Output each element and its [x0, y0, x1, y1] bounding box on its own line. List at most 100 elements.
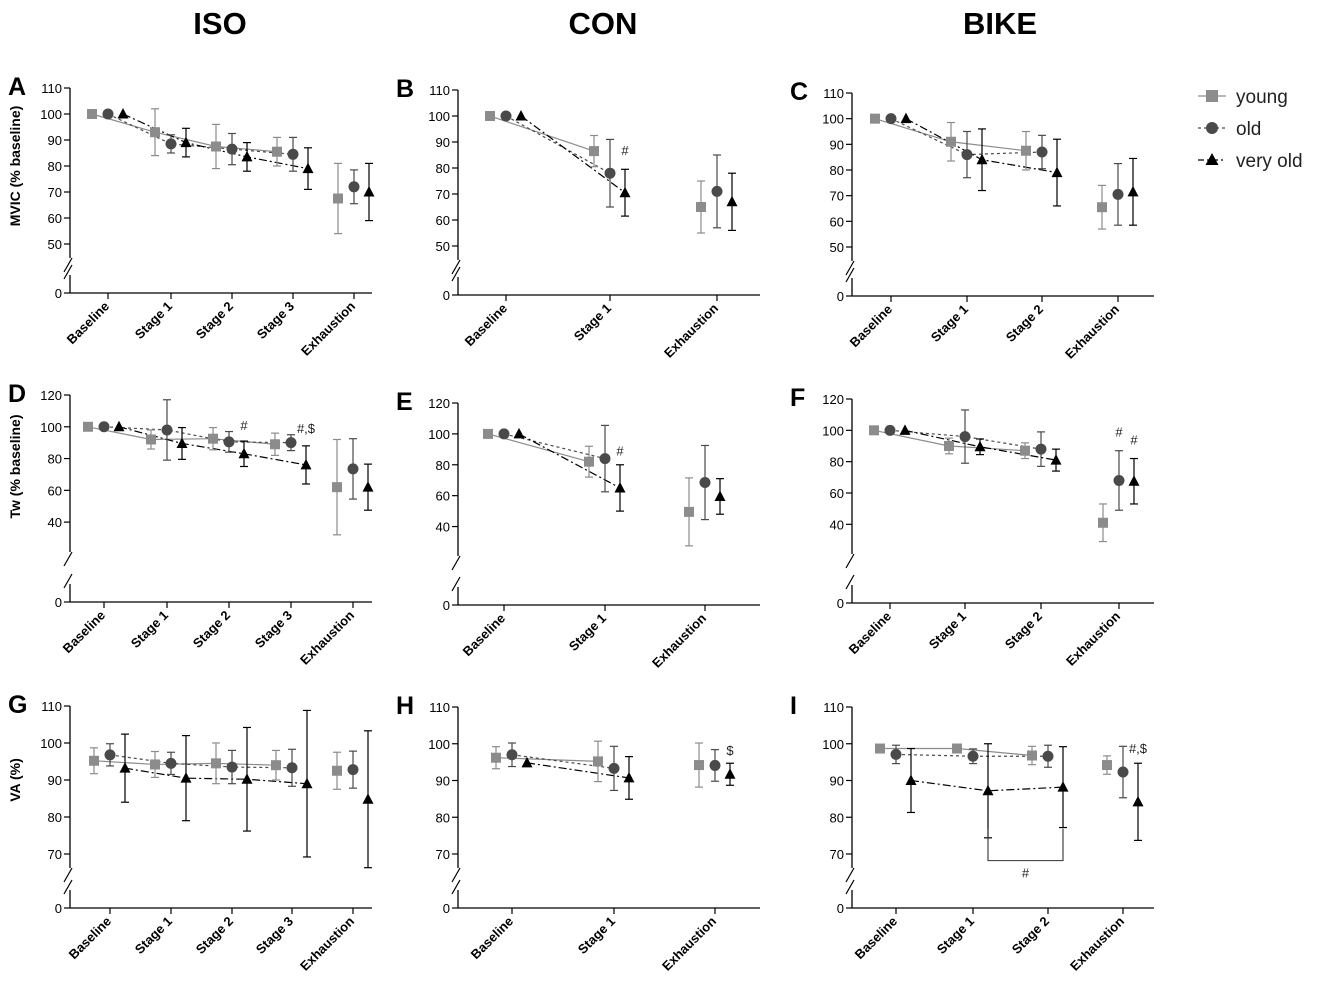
- data-point-very-old: [724, 768, 736, 779]
- y-tick-label: 110: [823, 700, 844, 715]
- data-point-old: [959, 431, 971, 443]
- x-tick-label: Exhaustion: [298, 298, 358, 358]
- y-tick-label: 100: [428, 427, 450, 442]
- data-point-old: [287, 148, 299, 160]
- data-point-very-old: [113, 420, 125, 432]
- axis-break-mark: [451, 259, 461, 275]
- data-point-young: [332, 765, 342, 776]
- x-tick-label: Baseline: [60, 608, 108, 656]
- panel-letter: H: [396, 692, 414, 720]
- data-point-very-old: [982, 784, 994, 796]
- legend-square-icon: [1206, 90, 1218, 102]
- data-point-very-old: [180, 772, 192, 783]
- y-tick-label: 90: [48, 133, 62, 148]
- y-tick-label: 70: [48, 185, 62, 200]
- data-point-old: [348, 181, 360, 193]
- x-tick-label: Exhaustion: [297, 913, 357, 973]
- y-tick-label: 90: [48, 773, 62, 788]
- x-tick-label: Stage 3: [252, 608, 295, 651]
- data-point-old: [500, 110, 512, 122]
- data-point-young: [89, 755, 99, 766]
- data-point-young: [589, 146, 599, 157]
- data-point-old: [608, 762, 620, 774]
- legend-circle-icon: [1206, 122, 1218, 134]
- x-tick-label: Stage 1: [566, 611, 609, 654]
- y-tick-label: 100: [428, 737, 450, 752]
- data-point-old: [711, 185, 723, 197]
- series-line-very-old: [526, 762, 630, 779]
- data-point-old: [709, 759, 721, 771]
- series-line-old: [505, 115, 611, 174]
- data-point-young: [150, 759, 160, 770]
- data-point-young: [332, 482, 342, 493]
- y-tick-label: 90: [436, 135, 450, 150]
- y-tick-label: 0: [837, 289, 844, 304]
- data-point-young: [146, 434, 156, 445]
- y-tick-label: 110: [41, 699, 62, 714]
- series-line-old: [103, 426, 292, 444]
- data-point-very-old: [241, 150, 253, 162]
- axis-break-mark: [845, 867, 855, 883]
- data-point-old: [890, 748, 902, 760]
- data-point-very-old: [714, 490, 726, 501]
- data-point-old: [885, 113, 897, 125]
- data-point-old: [1036, 146, 1048, 158]
- data-point-very-old: [300, 458, 312, 470]
- x-tick-label: Stage 1: [132, 299, 175, 342]
- axis-break-mark: [63, 257, 73, 273]
- x-tick-label: Stage 1: [934, 914, 977, 957]
- y-tick-label: 120: [40, 388, 62, 403]
- x-tick-label: Exhaustion: [297, 607, 357, 667]
- significance-mark: #: [616, 444, 624, 459]
- panel-letter: D: [8, 380, 26, 408]
- y-tick-label: 110: [823, 86, 844, 101]
- series-line-very-old: [520, 115, 626, 194]
- x-tick-label: Stage 2: [1002, 609, 1045, 652]
- data-point-young: [1021, 145, 1031, 156]
- data-point-young: [208, 433, 218, 444]
- x-tick-label: Stage 1: [132, 914, 175, 957]
- y-tick-label: 90: [436, 774, 450, 789]
- panel-letter: F: [790, 384, 805, 412]
- data-point-very-old: [619, 186, 631, 198]
- x-tick-label: Stage 2: [190, 608, 233, 651]
- y-tick-label: 100: [40, 420, 62, 435]
- data-point-young: [211, 758, 221, 769]
- data-point-very-old: [180, 136, 192, 148]
- y-tick-label: 80: [830, 455, 844, 470]
- data-point-young: [952, 743, 962, 754]
- y-tick-label: 120: [822, 392, 844, 407]
- axis-break-mark: [845, 267, 855, 283]
- y-tick-label: 40: [830, 517, 844, 532]
- x-tick-label: Exhaustion: [1067, 913, 1127, 973]
- y-tick-label: 60: [830, 214, 844, 229]
- data-point-old: [104, 749, 116, 761]
- series-line-old: [109, 754, 293, 769]
- data-point-very-old: [238, 447, 250, 459]
- x-tick-label: Exhaustion: [1062, 301, 1122, 361]
- data-point-very-old: [362, 481, 374, 492]
- data-point-young: [272, 146, 282, 157]
- y-tick-label: 0: [55, 595, 62, 610]
- x-tick-label: Baseline: [852, 914, 900, 962]
- axis-break-mark: [451, 266, 461, 282]
- data-point-young: [83, 421, 93, 432]
- significance-mark: #: [1022, 866, 1030, 881]
- data-point-old: [1117, 766, 1129, 778]
- y-tick-label: 100: [428, 109, 450, 124]
- y-tick-label: 60: [48, 483, 62, 498]
- x-tick-label: Stage 2: [1009, 914, 1052, 957]
- column-title-con: CON: [569, 6, 638, 41]
- data-point-young: [870, 113, 880, 124]
- x-tick-label: Exhaustion: [659, 913, 719, 973]
- x-tick-label: Stage 1: [575, 914, 618, 957]
- data-point-young: [485, 111, 495, 121]
- axis-break-mark: [451, 555, 461, 571]
- data-point-old: [699, 477, 711, 489]
- series-line-very-old: [518, 433, 621, 489]
- panel-f: F 0 40 60 80 100 120 Baseline Stage 1 Stage 2 Exha…: [790, 384, 1154, 669]
- data-point-very-old: [623, 771, 635, 783]
- data-point-very-old: [515, 110, 527, 121]
- x-tick-label: Baseline: [468, 914, 516, 962]
